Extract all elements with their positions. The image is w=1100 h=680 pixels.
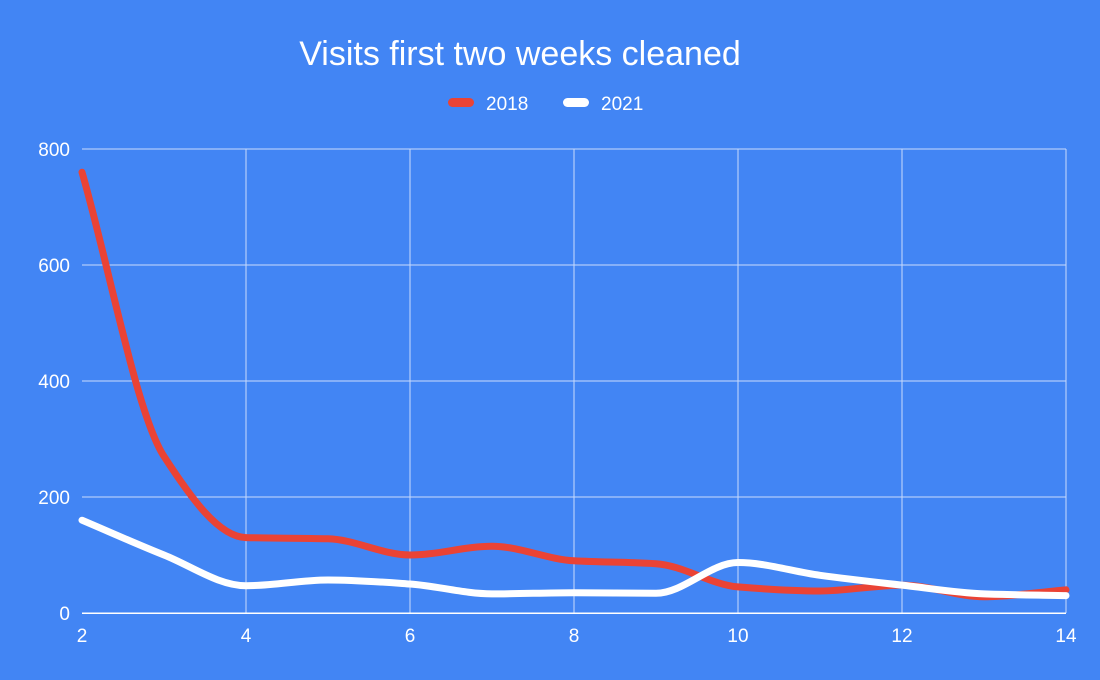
x-tick-label: 6: [405, 626, 416, 647]
y-tick-label: 400: [38, 372, 70, 393]
y-tick-label: 800: [38, 140, 70, 161]
legend-swatch-2021: [563, 98, 589, 107]
legend-item-2021: 2021: [563, 94, 643, 115]
legend-label-2021: 2021: [601, 94, 643, 115]
x-tick-label: 8: [569, 626, 580, 647]
x-tick-label: 4: [241, 626, 252, 647]
series: [78, 168, 1070, 601]
y-tick-label: 200: [38, 488, 70, 509]
series-line-2021: [78, 516, 1070, 600]
legend-swatch-2018: [448, 98, 474, 107]
series-2021: [78, 516, 1070, 600]
x-tick-label: 10: [727, 626, 748, 647]
legend-item-2018: 2018: [448, 94, 528, 115]
chart-title: Visits first two weeks cleaned: [299, 35, 741, 73]
x-tick-label: 2: [77, 626, 88, 647]
axes: 0 200 400 600 800 2 4 6 8 10 12 14: [38, 140, 1077, 647]
legend: 2018 2021: [448, 94, 643, 115]
y-tick-label: 0: [59, 604, 70, 625]
gridlines: [82, 148, 1067, 613]
x-tick-label: 12: [891, 626, 912, 647]
y-tick-label: 600: [38, 256, 70, 277]
x-tick-label: 14: [1055, 626, 1077, 647]
legend-label-2018: 2018: [486, 94, 528, 115]
